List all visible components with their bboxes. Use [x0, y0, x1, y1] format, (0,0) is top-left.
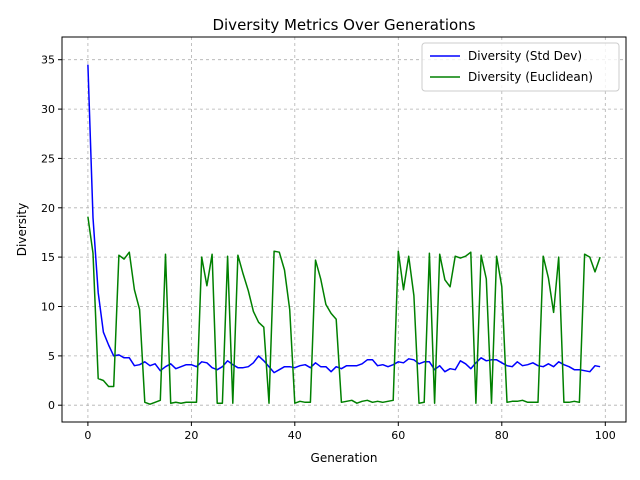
- plot-frame: [61, 36, 627, 423]
- legend: Diversity (Std Dev) Diversity (Euclidean…: [421, 42, 620, 92]
- x-tick-label: 100: [595, 429, 616, 442]
- x-tick-label: 80: [495, 429, 509, 442]
- legend-label-euclidean: Diversity (Euclidean): [468, 70, 593, 84]
- y-tick-label: 25: [41, 152, 55, 165]
- axis-ticks: 0 20 40 60 80 100 0 5 10 15 20 25 30 35: [41, 54, 616, 442]
- chart-title: Diversity Metrics Over Generations: [212, 16, 475, 34]
- series-line-std-dev: [87, 64, 601, 374]
- y-axis-label: Diversity: [15, 203, 29, 256]
- y-tick-label: 5: [48, 350, 55, 363]
- x-tick-label: 40: [288, 429, 302, 442]
- x-tick-label: 0: [84, 429, 91, 442]
- x-tick-label: 60: [391, 429, 405, 442]
- y-tick-label: 20: [41, 202, 55, 215]
- y-tick-label: 10: [41, 301, 55, 314]
- x-axis-label: Generation: [311, 451, 378, 465]
- series-line-euclidean: [87, 216, 601, 405]
- x-tick-label: 20: [184, 429, 198, 442]
- series-lines: [87, 64, 601, 405]
- grid-lines: [62, 37, 626, 422]
- y-tick-label: 30: [41, 103, 55, 116]
- y-tick-label: 0: [48, 399, 55, 412]
- y-tick-label: 35: [41, 54, 55, 67]
- y-tick-label: 15: [41, 251, 55, 264]
- legend-label-std-dev: Diversity (Std Dev): [468, 49, 582, 63]
- legend-box: [421, 42, 620, 92]
